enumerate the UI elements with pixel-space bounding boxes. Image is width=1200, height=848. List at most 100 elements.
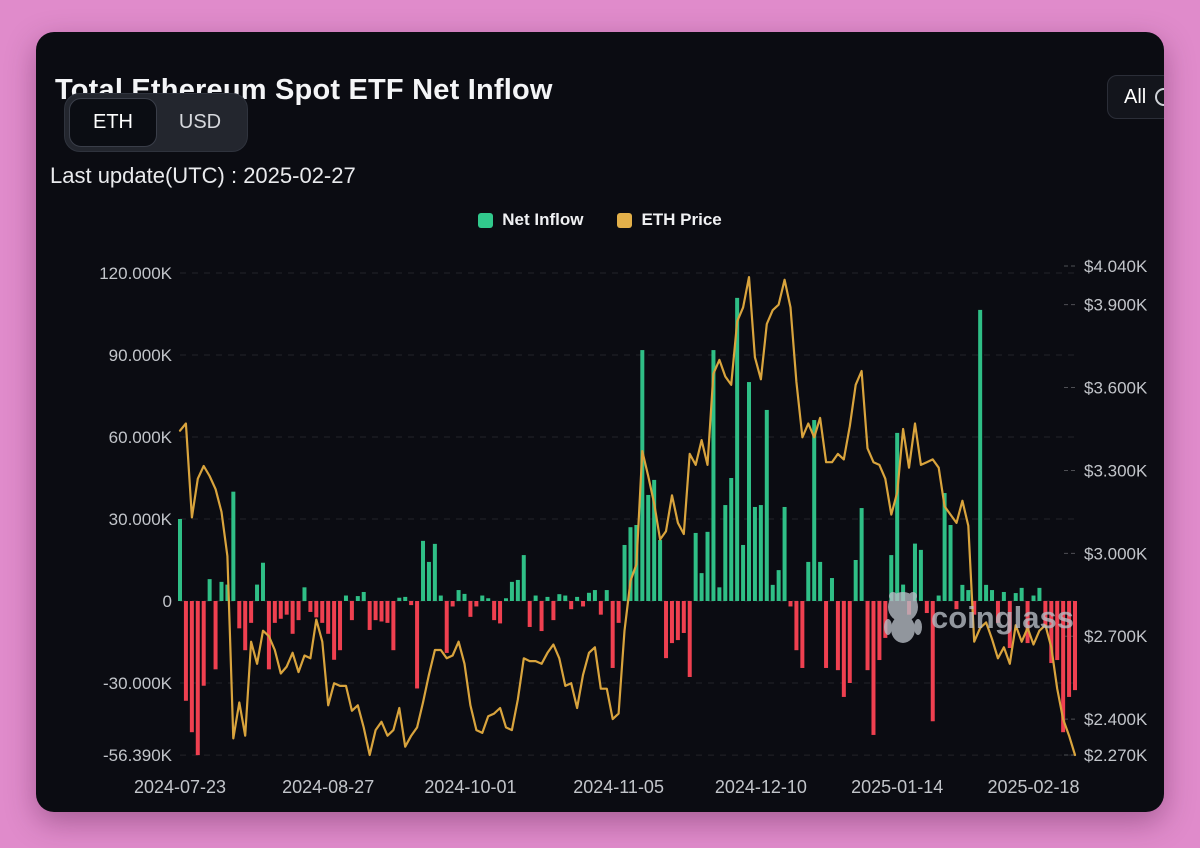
net-inflow-bar-negative [195, 601, 200, 756]
net-inflow-bar-positive [604, 590, 609, 601]
net-inflow-bar-negative [284, 601, 289, 615]
net-inflow-bar-negative [1043, 601, 1048, 627]
net-inflow-bar-positive [717, 587, 722, 601]
net-inflow-bar-positive [895, 432, 900, 601]
net-inflow-bar-positive [225, 584, 230, 601]
net-inflow-bar-negative [1049, 601, 1054, 664]
net-inflow-bar-positive [592, 590, 597, 601]
net-inflow-bar-negative [610, 601, 615, 668]
net-inflow-bar-negative [616, 601, 621, 623]
net-inflow-bar-negative [569, 601, 574, 610]
net-inflow-bar-negative [788, 601, 793, 607]
chart-card: Total Ethereum Spot ETF Net Inflow ETH U… [36, 32, 1164, 812]
net-inflow-bar-positive [960, 584, 965, 601]
eth-price-swatch [617, 212, 633, 228]
net-inflow-bar-positive [812, 420, 817, 601]
net-inflow-bar-negative [871, 601, 876, 735]
net-inflow-bar-negative [308, 601, 313, 612]
net-inflow-bar-positive [646, 494, 651, 601]
x-axis-date-label: 2025-01-14 [851, 777, 943, 797]
net-inflow-bar-positive [640, 350, 645, 601]
toggle-option-usd[interactable]: USD [178, 111, 222, 133]
toggle-option-eth[interactable]: ETH [69, 98, 157, 147]
coinglass-watermark: coinglass [884, 592, 1074, 643]
net-inflow-bar-negative [551, 601, 556, 621]
net-inflow-bar-positive [575, 596, 580, 601]
net-inflow-bar-positive [1001, 591, 1006, 601]
net-inflow-bar-negative [444, 601, 449, 653]
net-inflow-bar-positive [563, 595, 568, 601]
net-inflow-bar-negative [1061, 601, 1066, 733]
chart-legend: Net Inflow ETH Price [36, 205, 1164, 235]
net-inflow-bar-negative [841, 601, 846, 697]
net-inflow-bar-positive [509, 581, 514, 601]
coinglass-mascot-icon [884, 619, 892, 635]
y-axis-label-right: $2.700K [1084, 627, 1148, 646]
net-inflow-bar-positive [355, 596, 360, 601]
net-inflow-bar-negative [669, 601, 674, 644]
net-inflow-bar-negative [675, 601, 680, 641]
net-inflow-bar-positive [1031, 595, 1036, 601]
net-inflow-bar-negative [409, 601, 414, 606]
net-inflow-bar-negative [237, 601, 242, 629]
net-inflow-bar-negative [213, 601, 218, 670]
net-inflow-bar-positive [693, 532, 698, 601]
last-update-text: Last update(UTC) : 2025-02-27 [50, 163, 356, 188]
time-range-button[interactable]: All [1107, 75, 1164, 119]
net-inflow-bar-positive [729, 478, 734, 601]
net-inflow-bar-negative [373, 601, 378, 621]
net-inflow-bar-positive [480, 595, 485, 601]
net-inflow-bar-positive [806, 561, 811, 601]
net-inflow-bar-negative [824, 601, 829, 668]
net-inflow-bar-negative [498, 601, 503, 624]
coinglass-mascot-icon [914, 619, 922, 635]
coinglass-wordmark: coinglass [931, 600, 1074, 635]
y-axis-label-right: $4.040K [1084, 257, 1148, 276]
net-inflow-bar-negative [581, 601, 586, 607]
coinglass-mascot-icon [889, 592, 897, 600]
net-inflow-bar-positive [658, 540, 663, 601]
net-inflow-bar-positive [515, 579, 520, 601]
net-inflow-bar-positive [622, 544, 627, 601]
net-inflow-bar-positive [966, 590, 971, 601]
net-inflow-bar-negative [847, 601, 852, 683]
net-inflow-bar-positive [219, 581, 224, 601]
net-inflow-bar-positive [705, 531, 710, 601]
legend-label: ETH Price [641, 210, 722, 229]
net-inflow-bar-positive [853, 560, 858, 601]
net-inflow-bar-positive [776, 570, 781, 601]
net-inflow-bar-positive [302, 587, 307, 601]
legend-item-eth-price[interactable]: ETH Price [617, 210, 722, 230]
x-axis-date-label: 2024-07-23 [134, 777, 226, 797]
net-inflow-bar-positive [586, 592, 591, 601]
net-inflow-bar-positive [741, 544, 746, 601]
net-inflow-bar-positive [426, 561, 431, 601]
net-inflow-bar-positive [533, 595, 538, 601]
net-inflow-bar-positive [859, 508, 864, 601]
net-inflow-bar-positive [545, 596, 550, 601]
net-inflow-bar-negative [794, 601, 799, 651]
legend-item-net-inflow[interactable]: Net Inflow [478, 210, 583, 230]
net-inflow-bar-positive [1037, 587, 1042, 601]
net-inflow-bar-positive [260, 562, 265, 601]
net-inflow-bar-positive [711, 350, 716, 601]
net-inflow-bar-positive [503, 598, 508, 601]
net-inflow-bar-negative [326, 601, 331, 634]
net-inflow-bar-negative [877, 601, 882, 661]
range-button-label: All [1124, 85, 1147, 108]
net-inflow-bar-negative [1007, 601, 1012, 649]
y-axis-label-left: 90.000K [109, 346, 173, 365]
net-inflow-bar-negative [527, 601, 532, 627]
inflow-price-chart[interactable]: 120.000K 90.000K 60.000K 30.000K 0 -30.000K -5… [36, 250, 1164, 812]
net-inflow-bar-negative [189, 601, 194, 733]
coinglass-mascot-icon [891, 615, 915, 643]
y-axis-label-left: -30.000K [103, 674, 173, 693]
net-inflow-swatch [478, 212, 494, 228]
net-inflow-bar-positive [918, 549, 923, 601]
net-inflow-bar-positive [758, 505, 763, 601]
net-inflow-bar-positive [178, 519, 182, 601]
net-inflow-bar-negative [474, 601, 479, 607]
net-inflow-bar-negative [391, 601, 396, 651]
y-axis-label-right: $3.900K [1084, 296, 1148, 315]
net-inflow-bar-positive [978, 309, 983, 601]
